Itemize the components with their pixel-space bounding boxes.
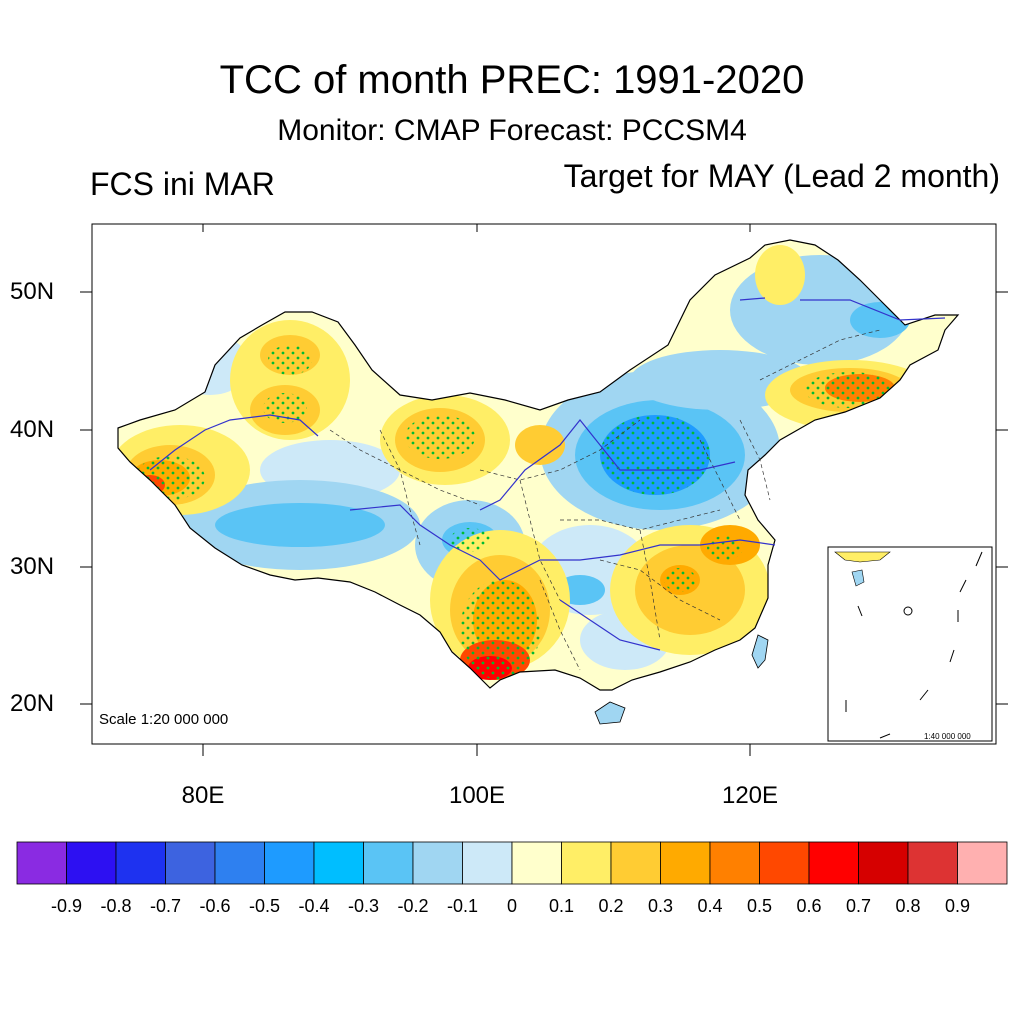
colorbar (16, 841, 1008, 885)
colorbar-swatch (610, 841, 661, 885)
map-subtitle: Monitor: CMAP Forecast: PCCSM4 (277, 114, 747, 147)
colorbar-tick-label: -0.1 (446, 896, 479, 916)
colorbar-tick-label: 0.6 (796, 896, 822, 916)
colorbar-swatch (709, 841, 760, 885)
lon-tick-120e: 120E (721, 782, 779, 809)
colorbar-swatch (808, 841, 859, 885)
colorbar-tick-label: 0.5 (746, 896, 773, 916)
colorbar-tick-label: 0 (506, 896, 517, 916)
colorbar-swatch (66, 841, 117, 885)
colorbar-tick-label: 0.8 (895, 896, 921, 916)
colorbar-tick-label: -0.5 (248, 896, 281, 916)
map-scale-label: Scale 1:20 000 000 (99, 711, 229, 728)
lon-tick-80e: 80E (181, 782, 225, 809)
colorbar-swatch (115, 841, 166, 885)
right-subtitle: Target for MAY (Lead 2 month) (563, 158, 1000, 194)
colorbar-swatch (16, 841, 67, 885)
lat-tick-50n: 50N (10, 278, 55, 305)
colorbar-tick-label: -0.2 (397, 896, 429, 916)
lat-tick-20n: 20N (10, 690, 55, 717)
lon-tick-100e: 100E (448, 782, 506, 809)
colorbar-tick-label: 0.7 (845, 896, 872, 916)
colorbar-swatch (660, 841, 711, 885)
map-title: TCC of month PREC: 1991-2020 (219, 58, 805, 102)
colorbar-tick-label: -0.6 (199, 896, 231, 916)
colorbar-tick-label: 0.1 (548, 896, 575, 916)
rivers (149, 297, 946, 651)
colorbar-swatch (561, 841, 612, 885)
colorbar-swatch (363, 841, 414, 885)
lat-tick-30n: 30N (10, 553, 55, 580)
colorbar-swatch (165, 841, 216, 885)
colorbar-swatch (264, 841, 315, 885)
province-boundaries (329, 329, 881, 671)
colorbar-tick-label: 0.4 (697, 896, 723, 916)
axis-ticks (80, 224, 1008, 756)
colorbar-tick-label: -0.8 (100, 896, 132, 916)
colorbar-tick-label: 0.2 (598, 896, 624, 916)
colorbar-tick-label: 0.3 (647, 896, 674, 916)
colorbar-tick-label: -0.9 (50, 896, 83, 916)
colorbar-tick-label: -0.7 (149, 896, 182, 916)
colorbar-tick-label: -0.3 (347, 896, 380, 916)
colorbar-swatch (957, 841, 1008, 885)
colorbar-tick-label: -0.4 (298, 896, 330, 916)
taiwan-island (751, 634, 769, 669)
colorbar-swatch (907, 841, 958, 885)
colorbar-swatch (313, 841, 364, 885)
colorbar-swatch (462, 841, 513, 885)
south-china-sea-inset (827, 546, 993, 742)
colorbar-swatch (214, 841, 265, 885)
colorbar-swatch (759, 841, 810, 885)
lat-tick-40n: 40N (10, 416, 55, 443)
hainan-island (594, 701, 626, 725)
colorbar-swatch (511, 841, 562, 885)
colorbar-swatch (412, 841, 463, 885)
inset-scale-label: 1:40 000 000 (924, 732, 971, 741)
left-subtitle: FCS ini MAR (90, 166, 275, 202)
colorbar-swatch (858, 841, 909, 885)
colorbar-tick-label: 0.9 (944, 896, 971, 916)
